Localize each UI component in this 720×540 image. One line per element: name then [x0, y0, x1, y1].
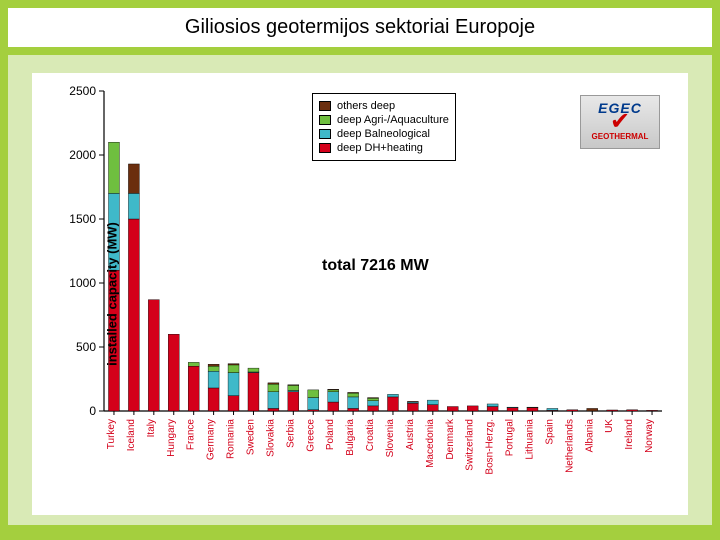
legend-swatch — [319, 143, 331, 153]
svg-text:Austria: Austria — [405, 419, 416, 451]
y-axis-title: installed capacity (MW) — [104, 222, 119, 366]
svg-text:1000: 1000 — [69, 276, 96, 290]
svg-text:Poland: Poland — [325, 419, 336, 450]
legend-label: deep Balneological — [337, 128, 430, 140]
svg-text:Macedonia: Macedonia — [425, 419, 436, 468]
svg-text:Portugal: Portugal — [505, 419, 516, 456]
legend-swatch — [319, 129, 331, 139]
chart-area: 0 500 1000 1500 2000 2500 Turkey Iceland Italy Hu… — [32, 73, 688, 515]
svg-text:Lithuania: Lithuania — [524, 419, 535, 460]
chart-panel: 0 500 1000 1500 2000 2500 Turkey Iceland Italy Hu… — [8, 55, 712, 525]
svg-text:Bulgaria: Bulgaria — [345, 419, 356, 456]
legend-item: deep Balneological — [319, 128, 449, 140]
svg-text:Italy: Italy — [146, 419, 157, 437]
svg-text:Croatia: Croatia — [365, 419, 376, 452]
svg-text:0: 0 — [89, 404, 96, 418]
svg-text:Slovakia: Slovakia — [265, 419, 276, 457]
svg-text:UK: UK — [604, 419, 615, 433]
svg-text:Sweden: Sweden — [245, 419, 256, 455]
legend-label: deep Agri-/Aquaculture — [337, 114, 449, 126]
svg-text:Spain: Spain — [544, 419, 555, 445]
svg-text:Albania: Albania — [584, 419, 595, 453]
svg-text:1500: 1500 — [69, 212, 96, 226]
svg-text:Hungary: Hungary — [166, 419, 177, 457]
logo-check-icon: ✔ — [581, 116, 659, 128]
total-label: total 7216 MW — [322, 257, 429, 275]
svg-text:Slovenia: Slovenia — [385, 419, 396, 458]
svg-text:France: France — [186, 419, 197, 451]
legend-label: deep DH+heating — [337, 142, 423, 154]
legend-label: others deep — [337, 100, 395, 112]
svg-text:Turkey: Turkey — [106, 419, 117, 449]
svg-text:Switzerland: Switzerland — [465, 419, 476, 471]
svg-text:Netherlands: Netherlands — [564, 419, 575, 473]
svg-text:Bosn-Herzg.: Bosn-Herzg. — [485, 419, 496, 475]
svg-text:Greece: Greece — [305, 419, 316, 452]
legend: others deep deep Agri-/Aquaculture deep Ba… — [312, 93, 456, 161]
svg-text:500: 500 — [76, 340, 96, 354]
svg-text:Denmark: Denmark — [445, 418, 456, 460]
legend-item: deep Agri-/Aquaculture — [319, 114, 449, 126]
svg-text:Serbia: Serbia — [285, 419, 296, 448]
svg-text:2000: 2000 — [69, 148, 96, 162]
slide-outer: Giliosios geotermijos sektoriai Europoje… — [0, 0, 720, 540]
svg-text:Ireland: Ireland — [624, 419, 635, 450]
egec-logo: EGEC ✔ GEOTHERMAL — [580, 95, 660, 149]
page-title: Giliosios geotermijos sektoriai Europoje — [8, 8, 712, 47]
legend-item: others deep — [319, 100, 449, 112]
legend-item: deep DH+heating — [319, 142, 449, 154]
legend-swatch — [319, 115, 331, 125]
logo-subtitle: GEOTHERMAL — [581, 132, 659, 141]
svg-text:2500: 2500 — [69, 84, 96, 98]
svg-text:Romania: Romania — [226, 419, 237, 459]
svg-text:Iceland: Iceland — [126, 419, 137, 451]
svg-text:Norway: Norway — [644, 419, 655, 453]
svg-text:Germany: Germany — [206, 419, 217, 460]
legend-swatch — [319, 101, 331, 111]
